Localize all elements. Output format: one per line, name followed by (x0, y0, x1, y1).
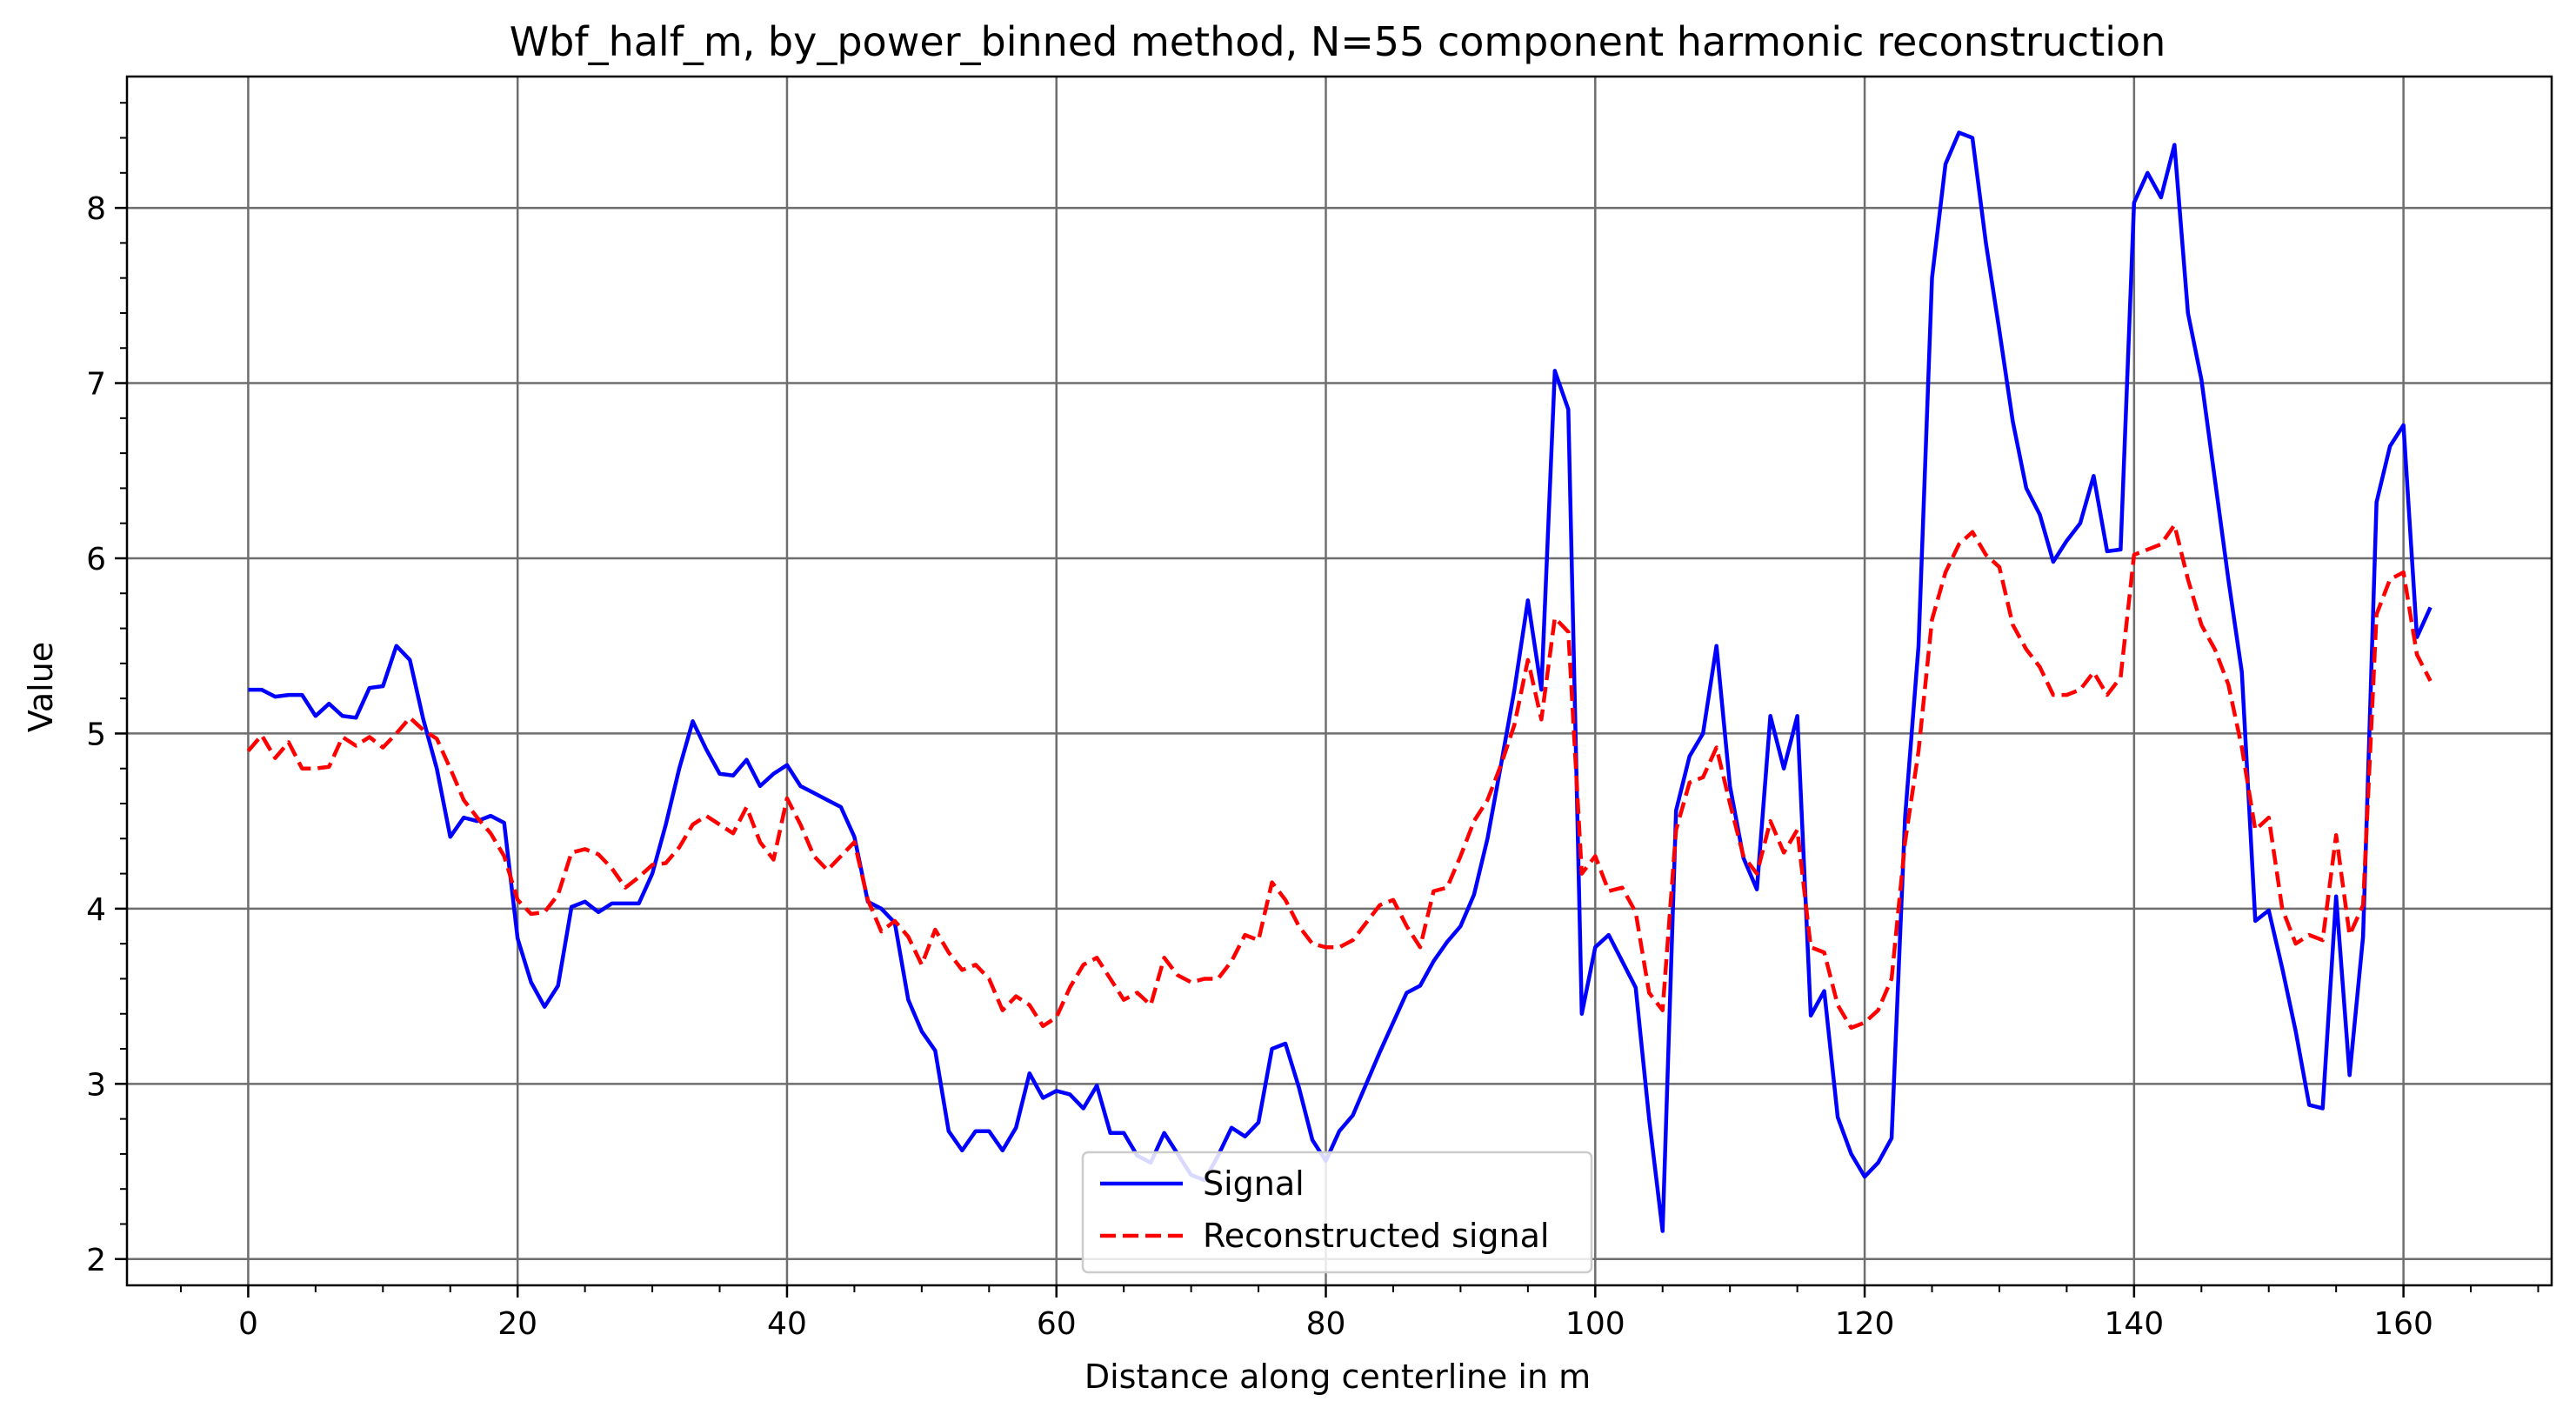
legend: Signal Reconstructed signal (1081, 1151, 1593, 1274)
legend-label: Signal (1203, 1164, 1305, 1203)
x-tick-label: 120 (1835, 1306, 1895, 1342)
x-tick-label: 140 (2104, 1306, 2164, 1342)
y-tick-label: 6 (86, 542, 106, 577)
series-lines (246, 130, 2433, 1233)
axis-ticks: 0 20 40 60 80 100 120 140 160 2 3 4 5 6 7 8 (86, 102, 2539, 1342)
series-line-reconstructed (246, 523, 2433, 1031)
legend-box (1081, 1151, 1593, 1274)
legend-label: Reconstructed signal (1203, 1217, 1549, 1255)
x-tick-label: 40 (767, 1306, 807, 1342)
x-axis-label: Distance along centerline in m (1084, 1358, 1591, 1396)
y-tick-label: 2 (86, 1243, 106, 1278)
y-tick-label: 7 (86, 367, 106, 403)
x-tick-label: 0 (238, 1306, 258, 1342)
chart-title: Wbf_half_m, by_power_binned method, N=55… (510, 18, 2166, 65)
x-tick-label: 20 (497, 1306, 537, 1342)
y-tick-label: 8 (86, 191, 106, 227)
plot-frame (125, 75, 2553, 1287)
series-line-signal (248, 130, 2433, 1233)
x-tick-label: 80 (1306, 1306, 1346, 1342)
y-tick-label: 4 (86, 892, 106, 928)
x-tick-label: 60 (1037, 1306, 1077, 1342)
y-axis-label: Value (22, 642, 60, 732)
x-tick-label: 100 (1565, 1306, 1625, 1342)
x-tick-label: 160 (2373, 1306, 2433, 1342)
grid (127, 77, 2552, 1285)
y-tick-label: 3 (86, 1067, 106, 1103)
y-tick-label: 5 (86, 717, 106, 752)
